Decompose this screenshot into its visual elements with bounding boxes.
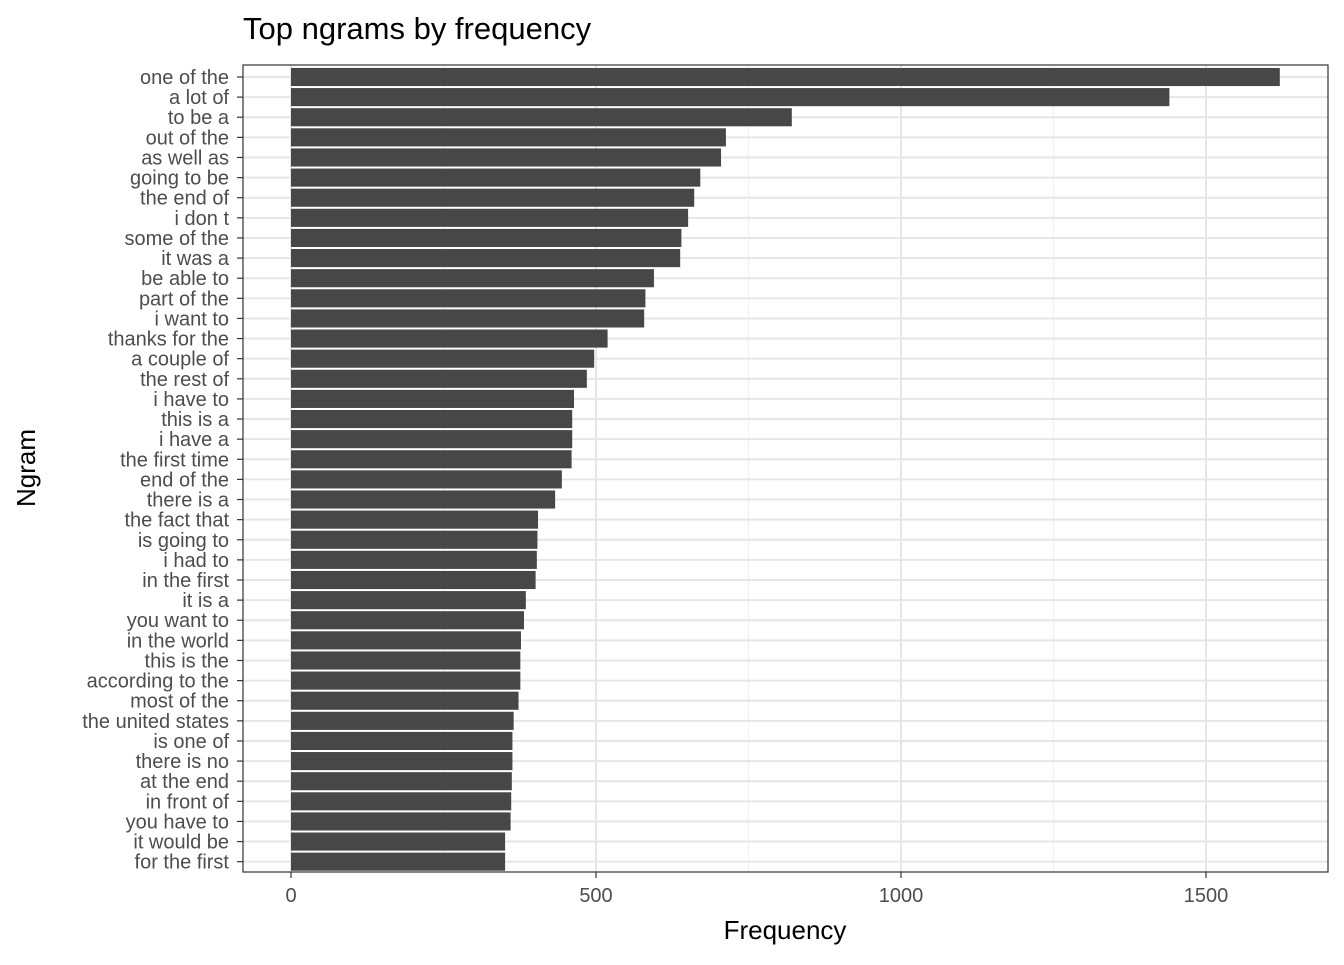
y-tick-label: i don t xyxy=(175,208,230,230)
y-tick-label: i have a xyxy=(159,429,230,451)
bar xyxy=(291,792,512,811)
bar xyxy=(291,691,519,710)
bar xyxy=(291,510,539,529)
x-tick-label: 500 xyxy=(579,885,612,907)
y-axis-title: Ngram xyxy=(11,429,41,507)
bar xyxy=(291,490,556,509)
y-tick-label: part of the xyxy=(139,288,229,310)
bar xyxy=(291,570,536,590)
y-tick-label: as well as xyxy=(141,147,229,169)
y-tick-label: at the end xyxy=(140,771,229,793)
chart-title: Top ngrams by frequency xyxy=(243,11,592,46)
bar xyxy=(291,752,513,771)
y-tick-label: the end of xyxy=(140,188,229,210)
bar xyxy=(291,812,511,831)
y-tick-label: thanks for the xyxy=(108,329,229,351)
y-tick-label: there is a xyxy=(147,490,230,512)
y-tick-label: you have to xyxy=(126,811,229,833)
bar xyxy=(291,289,646,308)
y-tick-label: this is a xyxy=(161,409,230,431)
bar xyxy=(291,550,537,569)
y-tick-label: the fact that xyxy=(124,510,229,532)
bar xyxy=(291,128,726,147)
y-tick-label: there is no xyxy=(136,751,229,773)
bar xyxy=(291,269,654,288)
bar xyxy=(291,108,792,127)
bar xyxy=(291,852,506,871)
bar xyxy=(291,711,514,730)
bar xyxy=(291,611,525,630)
y-tick-label: most of the xyxy=(130,691,229,713)
y-tick-label: one of the xyxy=(140,67,229,89)
y-tick-label: you want to xyxy=(127,610,229,632)
x-tick-label: 1500 xyxy=(1184,885,1229,907)
y-tick-label: is one of xyxy=(153,731,229,753)
y-tick-label: to be a xyxy=(168,107,230,129)
y-tick-label: in the world xyxy=(127,630,229,652)
bar xyxy=(291,329,608,348)
y-tick-label: it is a xyxy=(182,590,230,612)
y-tick-label: is going to xyxy=(138,530,229,552)
bar xyxy=(291,671,521,690)
bar xyxy=(291,67,1280,87)
y-tick-label: some of the xyxy=(124,228,229,250)
y-tick-label: this is the xyxy=(145,650,229,672)
bar xyxy=(291,369,587,388)
y-tick-label: it would be xyxy=(133,832,229,854)
y-tick-label: for the first xyxy=(135,852,230,874)
x-axis-title: Frequency xyxy=(724,915,847,945)
plot-panel-border xyxy=(242,64,1329,873)
bar xyxy=(291,832,506,851)
bar xyxy=(291,88,1170,107)
bar xyxy=(291,148,722,167)
y-tick-label: i have to xyxy=(153,389,229,411)
y-tick-label: be able to xyxy=(141,268,229,290)
x-tick-label: 1000 xyxy=(879,885,924,907)
y-tick-label: according to the xyxy=(87,671,229,693)
bar xyxy=(291,389,575,408)
y-tick-label: the first time xyxy=(120,449,229,471)
bar xyxy=(291,651,521,670)
y-tick-label: the rest of xyxy=(140,369,229,391)
bar xyxy=(291,450,572,469)
y-tick-label: out of the xyxy=(146,127,229,149)
bar xyxy=(291,631,521,650)
bar xyxy=(291,591,526,610)
x-tick-label: 0 xyxy=(285,885,296,907)
bar xyxy=(291,228,682,248)
bar xyxy=(291,731,513,751)
bar xyxy=(291,349,595,368)
bar xyxy=(291,430,573,449)
bar xyxy=(291,208,689,227)
x-axis-ticks: 0 500 1000 1500 xyxy=(285,872,1228,907)
y-tick-label: a lot of xyxy=(169,87,229,109)
bar xyxy=(291,249,681,268)
y-tick-label: in the first xyxy=(142,570,229,592)
bar xyxy=(291,530,538,549)
y-tick-label: i want to xyxy=(155,308,229,330)
y-tick-label: in front of xyxy=(146,791,230,813)
bar xyxy=(291,168,701,187)
y-tick-label: end of the xyxy=(140,469,229,491)
y-tick-label: the united states xyxy=(82,711,229,733)
y-tick-label: going to be xyxy=(130,168,229,190)
bars xyxy=(291,67,1280,871)
bar xyxy=(291,772,512,791)
y-tick-label: a couple of xyxy=(131,349,229,371)
bar xyxy=(291,409,573,429)
bar xyxy=(291,309,645,328)
y-tick-label: i had to xyxy=(163,550,229,572)
bar xyxy=(291,470,562,489)
bar xyxy=(291,188,695,207)
y-tick-label: it was a xyxy=(161,248,230,270)
